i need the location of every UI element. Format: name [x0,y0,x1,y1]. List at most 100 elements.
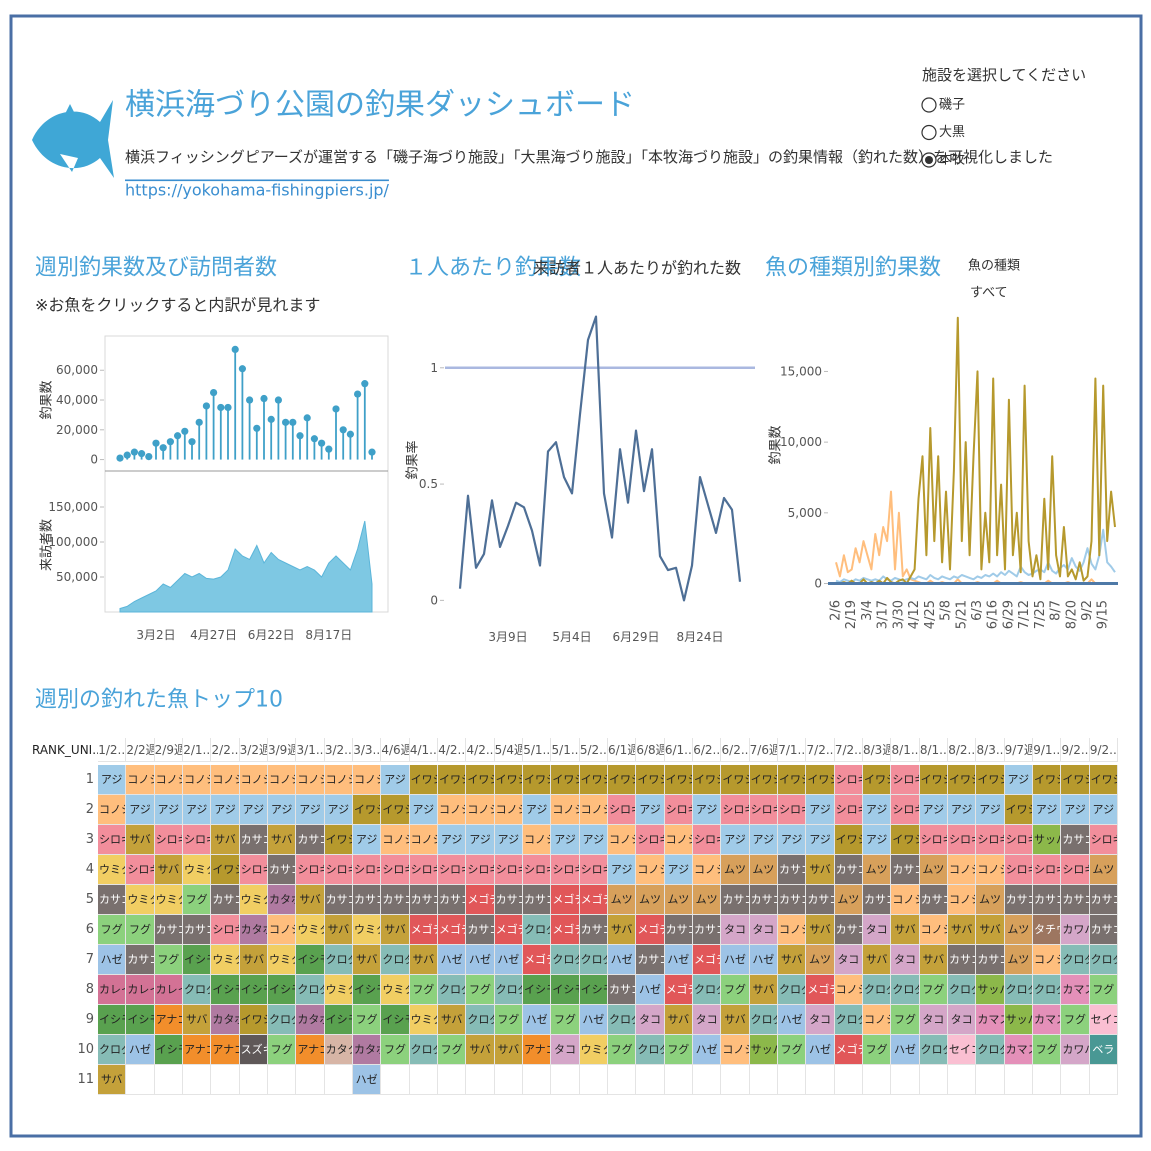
x-tick-label: 6月22日 [248,628,295,642]
lollipop-head[interactable] [116,454,124,462]
data-line [835,490,1115,585]
x-tick-label: 2/6 [829,600,844,621]
y-tick-label: 150,000 [48,500,98,514]
x-tick-label: 8/20 [1064,600,1079,629]
lollipop-head[interactable] [361,380,369,388]
radio-label[interactable]: 大黒 [939,125,965,140]
y-tick-label: 100,000 [48,535,98,549]
x-tick-label: 4/25 [923,600,938,629]
area [119,520,373,613]
lollipop-head[interactable] [224,403,232,412]
lollipop-head[interactable] [159,444,167,452]
table-title: 週別の釣れた魚トップ10 [35,688,283,713]
x-tick-label: 5/21 [954,600,969,629]
y-tick-label: 0 [814,577,822,591]
lollipop-head[interactable] [339,426,347,434]
x-tick-label: 9/2 [1080,600,1095,621]
chart-title: 魚の種類別釣果数 [765,256,941,281]
x-tick-label: 5/8 [939,600,954,621]
x-tick-label: 6/3 [970,600,985,621]
data-line [835,528,1116,584]
radio-button[interactable] [921,124,937,141]
lollipop-head[interactable] [217,403,225,412]
lollipop-head[interactable] [332,405,340,413]
x-tick-label: 3月2日 [136,628,175,642]
lollipop-head[interactable] [253,424,261,432]
lollipop-head[interactable] [318,439,326,447]
fish-icon [32,100,114,178]
x-tick-label: 3/17 [876,600,891,629]
y-axis-label: 釣果率 [406,440,421,479]
site-link[interactable]: https://yokohama-fishingpiers.jp/ [125,181,390,200]
x-tick-label: 6月29日 [613,630,660,644]
filter-label: 施設を選択してください [922,66,1086,84]
y-tick-label: 50,000 [56,570,98,584]
y-tick-label: 10,000 [780,435,822,449]
lollipop-head[interactable] [152,439,160,447]
lollipop-head[interactable] [231,345,239,353]
lollipop-head[interactable] [346,430,354,438]
x-tick-label: 9/15 [1096,600,1111,629]
dashboard-title: 横浜海づり公園の釣果ダッシュボード [125,88,635,123]
x-tick-label: 4月27日 [190,628,237,642]
filter-value[interactable]: すべて [970,286,1008,301]
x-tick-label: 2/19 [844,600,859,629]
x-tick-label: 6/16 [986,600,1001,629]
x-tick-label: 8/7 [1049,600,1064,621]
y-tick-label: 1 [430,361,438,375]
lollipop-head[interactable] [260,394,268,403]
y-tick-label: 15,000 [780,364,822,378]
y-tick-label: 40,000 [56,393,98,407]
y-axis-label: 来訪者数 [39,519,55,571]
y-tick-label: 0 [90,453,98,467]
filter-label: 魚の種類 [968,258,1020,274]
x-tick-label: 8月17日 [305,628,352,642]
lollipop-head[interactable] [325,445,333,453]
lollipop-head[interactable] [138,450,146,458]
lollipop-head[interactable] [210,388,218,397]
lollipop-head[interactable] [296,432,304,440]
lollipop-head[interactable] [354,390,362,398]
lollipop-head[interactable] [274,396,282,404]
lollipop-head[interactable] [267,415,275,423]
y-tick-label: 0.5 [419,477,438,491]
lollipop-head[interactable] [123,451,131,459]
x-tick-label: 7/12 [1017,600,1032,629]
x-tick-label: 5月4日 [552,630,591,644]
y-tick-label: 0 [430,593,438,607]
lollipop-head[interactable] [282,418,290,426]
x-tick-label: 4/12 [907,600,922,629]
x-tick-label: 3月9日 [488,630,527,644]
lollipop-head[interactable] [238,365,246,373]
x-tick-label: 3/30 [891,600,906,629]
lollipop-head[interactable] [246,396,254,404]
lollipop-head[interactable] [166,438,174,446]
lollipop-head[interactable] [303,414,311,422]
lollipop-head[interactable] [174,432,182,440]
dashboard-subtitle: 横浜フィッシングピアーズが運営する「磯子海づり施設」「大黒海づり施設」「本牧海づ… [125,148,1053,166]
lollipop-head[interactable] [195,418,203,426]
radio-label[interactable]: 本牧 [939,153,965,168]
radio-button[interactable] [921,97,937,113]
radio-label[interactable]: 磯子 [939,98,965,113]
lollipop-head[interactable] [310,435,318,443]
chart-title: １人あたり釣果数 [405,256,581,281]
chart-subtitle: 来訪者１人あたりが釣れた数 [533,259,741,278]
y-axis-label: 釣果数 [769,425,784,464]
y-tick-label: 5,000 [788,506,822,520]
data-line [458,315,742,602]
lollipop-head[interactable] [181,427,189,435]
radio-dot [925,156,933,164]
y-tick-label: 20,000 [56,423,98,437]
x-tick-label: 3/4 [860,600,875,621]
lollipop-head[interactable] [188,438,196,446]
lollipop-head[interactable] [202,402,210,410]
lollipop-head[interactable] [130,448,138,456]
lollipop-head[interactable] [145,453,153,461]
chart-title: 週別釣果数及び訪問者数 [35,256,277,281]
lollipop-head[interactable] [368,448,376,456]
lollipop-head[interactable] [289,418,297,426]
